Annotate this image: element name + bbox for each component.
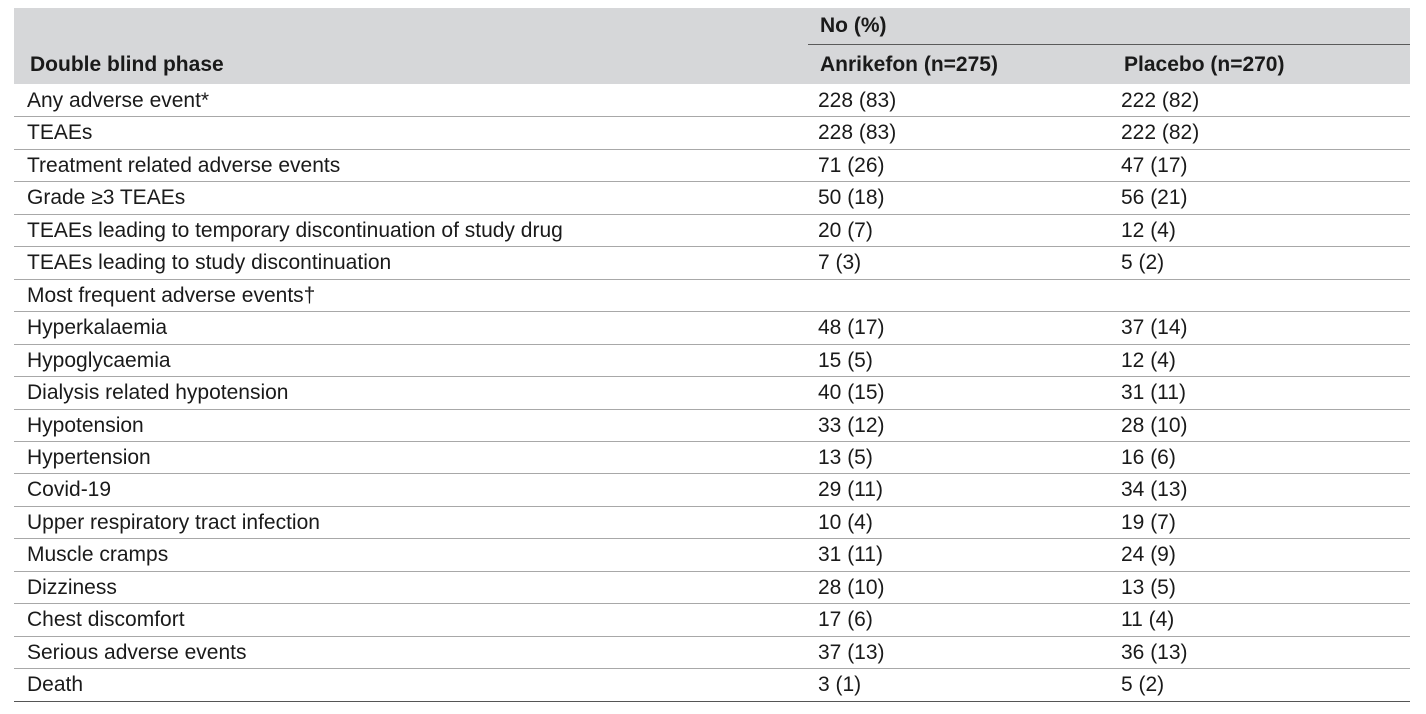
row-label: Most frequent adverse events† [27, 283, 316, 307]
cell: 31 (11) [1121, 381, 1186, 405]
cell: 10 (4) [818, 510, 873, 534]
cell: 13 (5) [818, 445, 873, 469]
cell: 33 (12) [818, 413, 885, 437]
cell: 34 (13) [1121, 478, 1188, 502]
row-label: Covid-19 [27, 478, 112, 502]
row-label: Dizziness [27, 575, 117, 599]
row-label: TEAEs leading to study discontinuation [27, 251, 392, 275]
cell: 50 (18) [818, 186, 885, 210]
cell: 228 (83) [818, 89, 897, 112]
header-divider [808, 44, 1410, 45]
row-divider [14, 570, 1410, 572]
row-divider [14, 376, 1410, 378]
row-label: Hypertension [27, 445, 151, 469]
cell: 31 (11) [818, 543, 883, 567]
cell: 37 (14) [1121, 316, 1188, 340]
row-divider [14, 213, 1410, 215]
row-divider [14, 538, 1410, 540]
row-label: Treatment related adverse events [27, 153, 341, 177]
cell: 71 (26) [818, 153, 885, 177]
row-label: Dialysis related hypotension [27, 381, 289, 405]
group-label: No (%) [820, 14, 887, 37]
cell: 28 (10) [1121, 413, 1188, 437]
row-divider [14, 116, 1410, 118]
cell: 56 (21) [1121, 186, 1188, 210]
table-header [14, 8, 1410, 84]
cell: 24 (9) [1121, 543, 1176, 567]
cell: 40 (15) [818, 381, 885, 405]
row-divider [14, 278, 1410, 280]
table: No (%) Double blind phase Anrikefon (n=27… [14, 8, 1410, 708]
row-divider [14, 700, 1410, 702]
row-label: TEAEs leading to temporary discontinuati… [27, 218, 563, 242]
row-label: Hypotension [27, 413, 144, 437]
row-divider [14, 246, 1410, 248]
row-divider [14, 440, 1410, 442]
row-divider [14, 668, 1410, 670]
row-divider [14, 148, 1410, 150]
cell: 37 (13) [818, 640, 885, 664]
cell: 228 (83) [818, 121, 897, 145]
row-label: Death [27, 673, 84, 697]
cell: 13 (5) [1121, 575, 1176, 599]
row-label: Hypoglycaemia [27, 348, 171, 372]
row-label: Grade ≥3 TEAEs [27, 186, 186, 210]
column-header: Anrikefon (n=275) [820, 53, 998, 76]
row-divider [14, 181, 1410, 183]
cell: 222 (82) [1121, 121, 1200, 145]
cell: 47 (17) [1121, 153, 1188, 177]
row-label: Serious adverse events [27, 640, 247, 664]
row-divider [14, 635, 1410, 637]
cell: 12 (4) [1121, 348, 1176, 372]
cell: 15 (5) [818, 348, 873, 372]
cell: 7 (3) [818, 251, 862, 275]
cell: 48 (17) [818, 316, 885, 340]
row-label: TEAEs [27, 121, 93, 145]
cell: 3 (1) [818, 673, 862, 697]
row-divider [14, 311, 1410, 313]
row-label: Hyperkalaemia [27, 316, 168, 340]
row-divider [14, 408, 1410, 410]
cell: 36 (13) [1121, 640, 1188, 664]
cell: 11 (4) [1121, 608, 1175, 632]
row-label: Any adverse event* [27, 89, 210, 112]
cell: 29 (11) [818, 478, 883, 502]
row-label: Upper respiratory tract infection [27, 510, 320, 534]
row-label: Chest discomfort [27, 608, 185, 632]
row-divider [14, 603, 1410, 605]
column-header: Placebo (n=270) [1124, 53, 1285, 76]
row-label: Muscle cramps [27, 543, 169, 567]
row-divider [14, 473, 1410, 475]
cell: 5 (2) [1121, 673, 1165, 697]
cell: 28 (10) [818, 575, 885, 599]
cell: 17 (6) [818, 608, 873, 632]
row-divider [14, 505, 1410, 507]
cell: 12 (4) [1121, 218, 1176, 242]
column-header: Double blind phase [30, 53, 224, 76]
cell: 19 (7) [1121, 510, 1176, 534]
cell: 222 (82) [1121, 89, 1200, 112]
cell: 20 (7) [818, 218, 873, 242]
cell: 5 (2) [1121, 251, 1165, 275]
cell: 16 (6) [1121, 445, 1176, 469]
row-divider [14, 343, 1410, 345]
